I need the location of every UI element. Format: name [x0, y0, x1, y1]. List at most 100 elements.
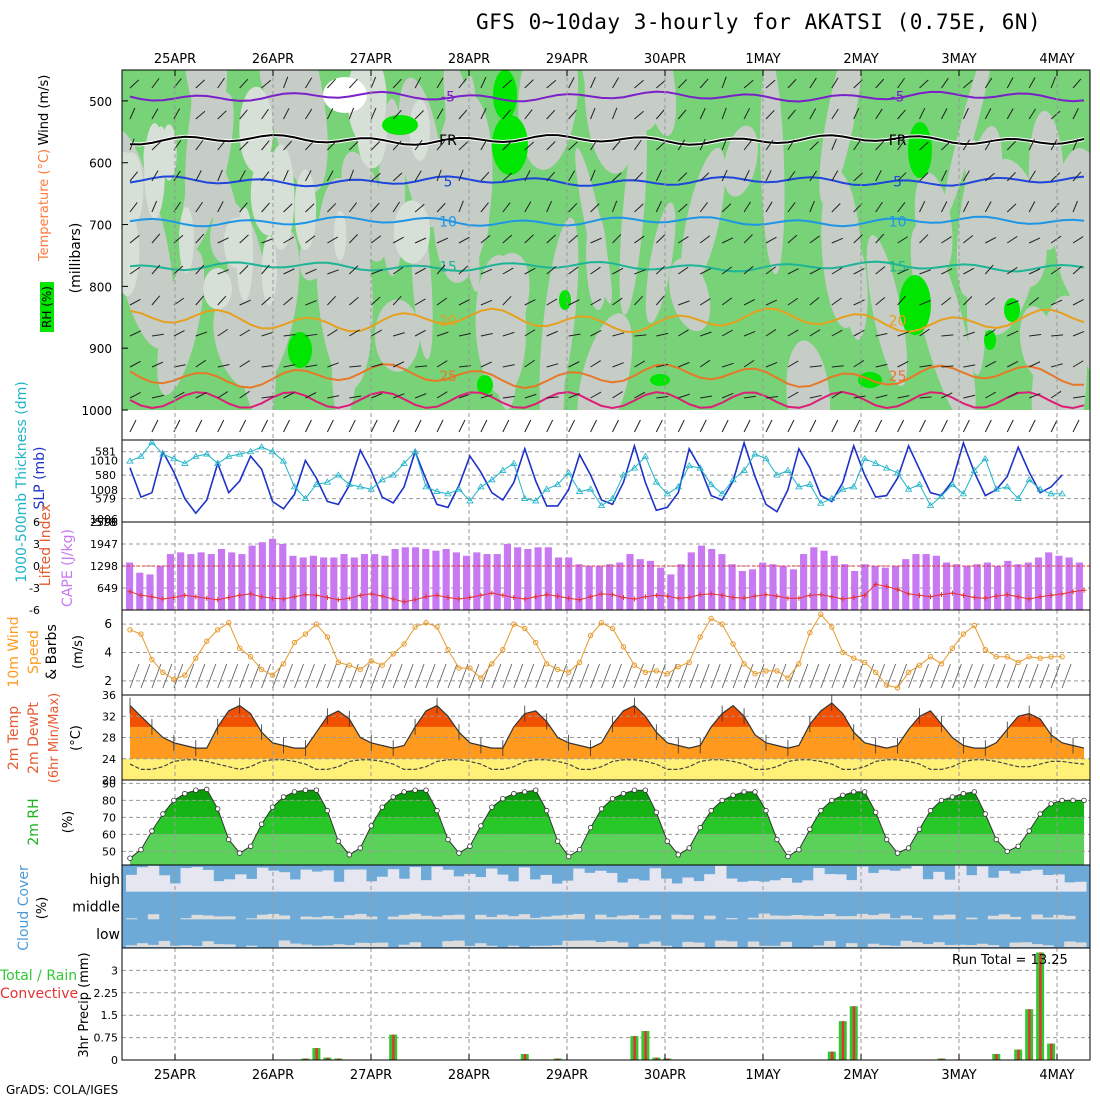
rh-saturated-cell [650, 374, 670, 386]
cloud-clear-cell [758, 913, 771, 920]
rh-band [130, 817, 1084, 835]
cloud-clear-cell [1009, 873, 1022, 892]
upper-wind-barb [721, 329, 733, 337]
thickness-point [652, 478, 661, 485]
cloud-clear-cell [1009, 942, 1022, 947]
upper-wind-barb [392, 201, 401, 213]
upper-wind-barb [129, 202, 138, 213]
rh-point [565, 853, 572, 860]
upper-wind-barb [677, 139, 686, 151]
temp-hot-band [130, 703, 1084, 727]
lifted-index-point [533, 594, 539, 600]
upper-wind-barb [1006, 141, 1016, 151]
wind-speed-point [883, 682, 890, 688]
upper-wind-barb [129, 298, 141, 306]
upper-wind-barb [1006, 266, 1018, 275]
rh-field: -5 -5 FR FR 5 5 10 10 15 15 20 20 25 25 [122, 70, 1090, 410]
cape-bar [309, 555, 317, 610]
cape-bar [1055, 555, 1063, 610]
upper-wind-barb [414, 170, 422, 182]
cape-bar [217, 548, 226, 610]
isotherm-label: 20 [889, 313, 907, 329]
rh-very-dry-patch [122, 152, 144, 227]
wind-speed-point [905, 669, 912, 676]
cape-bar [442, 548, 450, 610]
rh-point [193, 787, 199, 793]
rh-point [456, 850, 462, 856]
upper-wind-barb [151, 333, 164, 337]
surface-wind-barb [195, 663, 206, 689]
cloud-clear-cell [376, 942, 389, 947]
upper-wind-barb [984, 108, 992, 120]
cloud-clear-cell [344, 915, 356, 920]
cloud-clear-cell [780, 915, 792, 920]
cloud-clear-cell [616, 915, 629, 920]
lifted-index-point [127, 589, 133, 595]
surface-wind-barb [1050, 419, 1058, 433]
footer-credit: GrADS: COLA/IGES [6, 1083, 119, 1097]
cloud-clear-cell [475, 914, 487, 920]
pressure-tick-label: 600 [89, 157, 112, 171]
cloud-clear-cell [1064, 941, 1076, 947]
panel-labels: (millibars) Wind (m/s) Temperature (°C) RH … [0, 75, 92, 1058]
cloud-clear-cell [878, 945, 891, 947]
thickness-point [685, 461, 693, 469]
rh-point [916, 826, 923, 832]
wind-speed-label: Speed [26, 630, 42, 674]
thickness-point [564, 469, 573, 476]
upper-wind-barb [875, 170, 882, 182]
cloud-clear-cell [998, 870, 1011, 892]
upper-wind-barb [502, 331, 515, 337]
thickness-point [904, 485, 913, 492]
wind-speed-point [247, 654, 254, 660]
cloud-clear-cell [256, 914, 269, 920]
rh-point [774, 836, 780, 843]
cloud-clear-cell [300, 916, 312, 920]
lifted-index-point [807, 592, 813, 598]
thickness-point [510, 459, 518, 466]
precip-total-label: Total / Rain [0, 968, 77, 984]
upper-wind-barb [414, 77, 422, 89]
rh-point [149, 828, 155, 834]
isotherm-line [129, 215, 1085, 228]
cape-bar [779, 565, 787, 610]
date-label-top: 2MAY [843, 52, 878, 67]
upper-wind-barb [809, 235, 820, 244]
rh-dry-patch [181, 92, 234, 256]
cloud-clear-cell [1042, 875, 1054, 892]
cloud-clear-cell [944, 944, 956, 947]
upper-wind-barb [853, 79, 863, 89]
upper-wind-barb [787, 297, 799, 306]
rh-point [609, 796, 616, 802]
thickness-point [214, 459, 222, 466]
cape-bar [840, 564, 849, 610]
rh-point [664, 838, 671, 844]
upper-wind-barb [1007, 300, 1019, 306]
lifted-index-point [873, 581, 879, 587]
upper-wind-barb [524, 109, 533, 120]
surface-wind-barb [392, 419, 400, 433]
upper-wind-barb [546, 330, 558, 337]
wind-speed-point [291, 639, 298, 646]
upper-wind-barb [787, 268, 799, 275]
upper-wind-barb [348, 169, 355, 182]
upper-wind-barb [962, 107, 969, 120]
cape-bar [401, 547, 409, 610]
cloud-clear-cell [682, 877, 694, 892]
isotherm-line [129, 260, 1085, 273]
cape-bar [810, 547, 818, 610]
surface-wind-barb [151, 663, 162, 689]
upper-wind-barb [831, 329, 843, 337]
pressure-tick-label: 1000 [81, 404, 112, 418]
upper-wind-barb [919, 396, 932, 399]
thickness-point [411, 447, 419, 455]
surface-wind-barb [984, 419, 992, 433]
lifted-index-point [401, 599, 407, 605]
cloud-clear-cell [322, 870, 334, 892]
temp-2m-panel: 36 32 28 24 20 [102, 689, 1091, 787]
surface-wind-barb [952, 663, 962, 689]
upper-wind-barb [941, 392, 953, 399]
upper-wind-barb [941, 236, 952, 244]
cape-bar [258, 542, 266, 610]
cloud-clear-cell [813, 868, 825, 892]
